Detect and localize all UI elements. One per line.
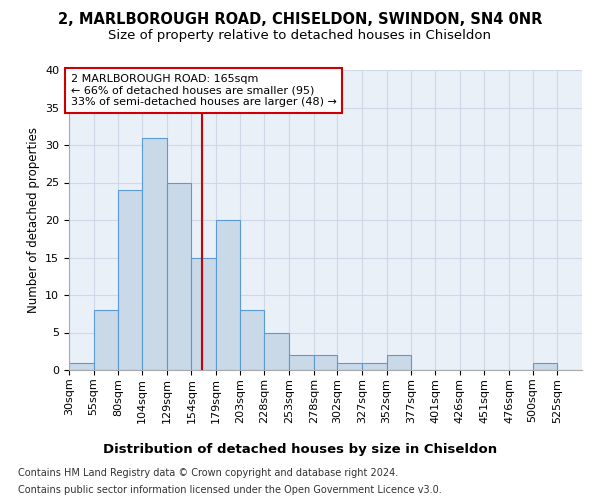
Y-axis label: Number of detached properties: Number of detached properties — [26, 127, 40, 313]
Bar — [69, 362, 94, 370]
Text: Contains public sector information licensed under the Open Government Licence v3: Contains public sector information licen… — [18, 485, 442, 495]
Bar — [167, 182, 191, 370]
Bar — [118, 190, 142, 370]
Text: 2 MARLBOROUGH ROAD: 165sqm
← 66% of detached houses are smaller (95)
33% of semi: 2 MARLBOROUGH ROAD: 165sqm ← 66% of deta… — [71, 74, 337, 107]
Text: Distribution of detached houses by size in Chiseldon: Distribution of detached houses by size … — [103, 442, 497, 456]
Bar — [239, 310, 265, 370]
Bar — [337, 362, 362, 370]
Bar — [94, 310, 118, 370]
Bar — [386, 355, 412, 370]
Bar — [216, 220, 239, 370]
Bar — [533, 362, 557, 370]
Text: 2, MARLBOROUGH ROAD, CHISELDON, SWINDON, SN4 0NR: 2, MARLBOROUGH ROAD, CHISELDON, SWINDON,… — [58, 12, 542, 28]
Text: Contains HM Land Registry data © Crown copyright and database right 2024.: Contains HM Land Registry data © Crown c… — [18, 468, 398, 477]
Text: Size of property relative to detached houses in Chiseldon: Size of property relative to detached ho… — [109, 29, 491, 42]
Bar — [362, 362, 386, 370]
Bar — [314, 355, 337, 370]
Bar — [142, 138, 167, 370]
Bar — [265, 332, 289, 370]
Bar — [191, 258, 216, 370]
Bar — [289, 355, 314, 370]
